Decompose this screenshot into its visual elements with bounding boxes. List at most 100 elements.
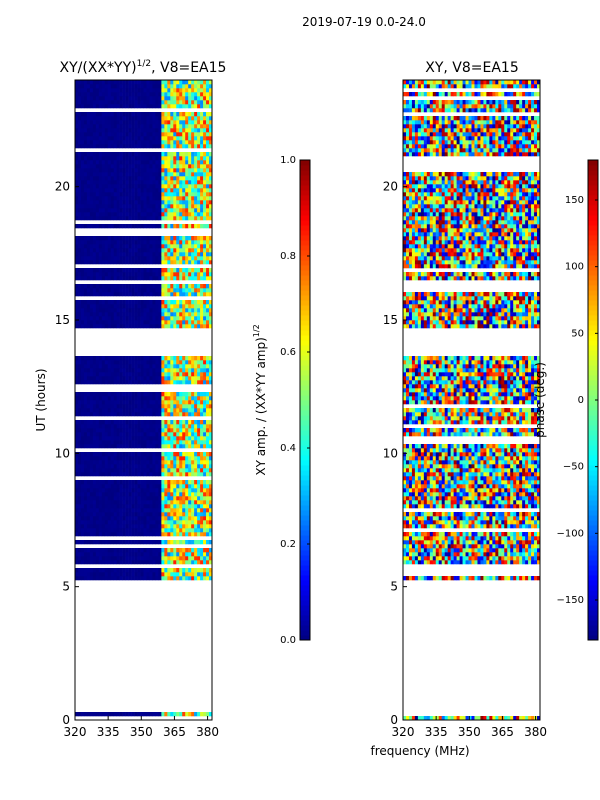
- heatmap-cell: [83, 92, 88, 97]
- heatmap-cell: [164, 208, 168, 213]
- heatmap-cell: [77, 408, 82, 413]
- heatmap-cell: [86, 480, 91, 485]
- heatmap-cell: [161, 488, 165, 493]
- heatmap-cell: [119, 312, 123, 317]
- heatmap-cell: [107, 404, 112, 409]
- heatmap-cell: [116, 532, 120, 537]
- heatmap-cell: [152, 288, 156, 293]
- heatmap-cell: [200, 364, 204, 369]
- heatmap-cell: [176, 92, 180, 97]
- heatmap-cell: [146, 196, 150, 201]
- heatmap-cell: [152, 136, 156, 141]
- heatmap-cell: [197, 504, 201, 509]
- heatmap-cell: [149, 540, 153, 545]
- heatmap-cell: [164, 576, 168, 581]
- heatmap-cell: [86, 112, 91, 117]
- heatmap-cell: [80, 532, 85, 537]
- heatmap-cell: [173, 164, 177, 169]
- heatmap-cell: [98, 124, 103, 129]
- heatmap-cell: [179, 144, 183, 149]
- heatmap-cell: [197, 100, 201, 105]
- heatmap-cell: [161, 368, 165, 373]
- heatmap-cell: [188, 252, 192, 257]
- heatmap-cell: [161, 136, 165, 141]
- heatmap-cell: [152, 180, 156, 185]
- heatmap-cell: [155, 116, 159, 121]
- heatmap-cell: [131, 292, 135, 297]
- heatmap-cell: [155, 304, 159, 309]
- heatmap-cell: [95, 96, 100, 101]
- heatmap-cell: [403, 716, 407, 721]
- heatmap-cell: [125, 304, 129, 309]
- heatmap-cell: [77, 484, 82, 489]
- heatmap-cell: [191, 80, 195, 85]
- heatmap-cell: [182, 456, 186, 461]
- heatmap-cell: [125, 124, 129, 129]
- heatmap-cell: [101, 356, 106, 361]
- heatmap-cell: [125, 532, 129, 537]
- heatmap-cell: [131, 276, 135, 281]
- heatmap-cell: [101, 560, 106, 565]
- heatmap-cell: [200, 492, 204, 497]
- heatmap-cell: [176, 576, 180, 581]
- heatmap-cell: [110, 168, 115, 173]
- heatmap-cell: [104, 372, 109, 377]
- heatmap-cell: [128, 460, 132, 465]
- heatmap-cell: [104, 316, 109, 321]
- heatmap-cell: [140, 248, 144, 253]
- heatmap-cell: [185, 244, 189, 249]
- heatmap-cell: [125, 464, 129, 469]
- heatmap-cell: [197, 444, 201, 449]
- heatmap-cell: [140, 540, 144, 545]
- heatmap-cell: [191, 396, 195, 401]
- heatmap-cell: [128, 184, 132, 189]
- heatmap-cell: [155, 180, 159, 185]
- heatmap-cell: [92, 452, 97, 457]
- heatmap-cell: [203, 200, 207, 205]
- heatmap-cell: [173, 524, 177, 529]
- heatmap-cell: [176, 472, 180, 477]
- heatmap-cell: [170, 464, 174, 469]
- heatmap-cell: [110, 504, 115, 509]
- heatmap-cell: [429, 560, 434, 565]
- heatmap-cell: [134, 480, 138, 485]
- heatmap-cell: [110, 568, 115, 573]
- heatmap-cell: [170, 468, 174, 473]
- heatmap-cell: [101, 420, 106, 425]
- heatmap-cell: [98, 292, 103, 297]
- heatmap-cell: [209, 248, 213, 253]
- heatmap-cell: [89, 236, 94, 241]
- heatmap-cell: [176, 436, 180, 441]
- heatmap-cell: [92, 292, 97, 297]
- heatmap-cell: [128, 288, 132, 293]
- heatmap-cell: [432, 560, 437, 565]
- heatmap-cell: [179, 480, 183, 485]
- heatmap-cell: [194, 144, 198, 149]
- heatmap-cell: [206, 216, 210, 221]
- heatmap-cell: [432, 716, 437, 721]
- heatmap-cell: [185, 524, 189, 529]
- heatmap-cell: [119, 132, 123, 137]
- heatmap-cell: [134, 412, 138, 417]
- heatmap-cell: [179, 364, 183, 369]
- heatmap-cell: [155, 104, 159, 109]
- heatmap-cell: [95, 260, 100, 265]
- heatmap-cell: [131, 524, 135, 529]
- heatmap-cell: [170, 312, 174, 317]
- heatmap-cell: [83, 468, 88, 473]
- heatmap-cell: [155, 208, 159, 213]
- heatmap-cell: [179, 236, 183, 241]
- heatmap-cell: [122, 140, 126, 145]
- heatmap-cell: [149, 272, 153, 277]
- heatmap-cell: [140, 268, 144, 273]
- heatmap-cell: [116, 196, 120, 201]
- heatmap-cell: [95, 452, 100, 457]
- heatmap-cell: [146, 360, 150, 365]
- heatmap-cell: [182, 272, 186, 277]
- heatmap-cell: [146, 248, 150, 253]
- heatmap-cell: [465, 576, 469, 581]
- heatmap-cell: [122, 100, 126, 105]
- heatmap-cell: [131, 104, 135, 109]
- heatmap-cell: [155, 376, 159, 381]
- heatmap-cell: [176, 420, 180, 425]
